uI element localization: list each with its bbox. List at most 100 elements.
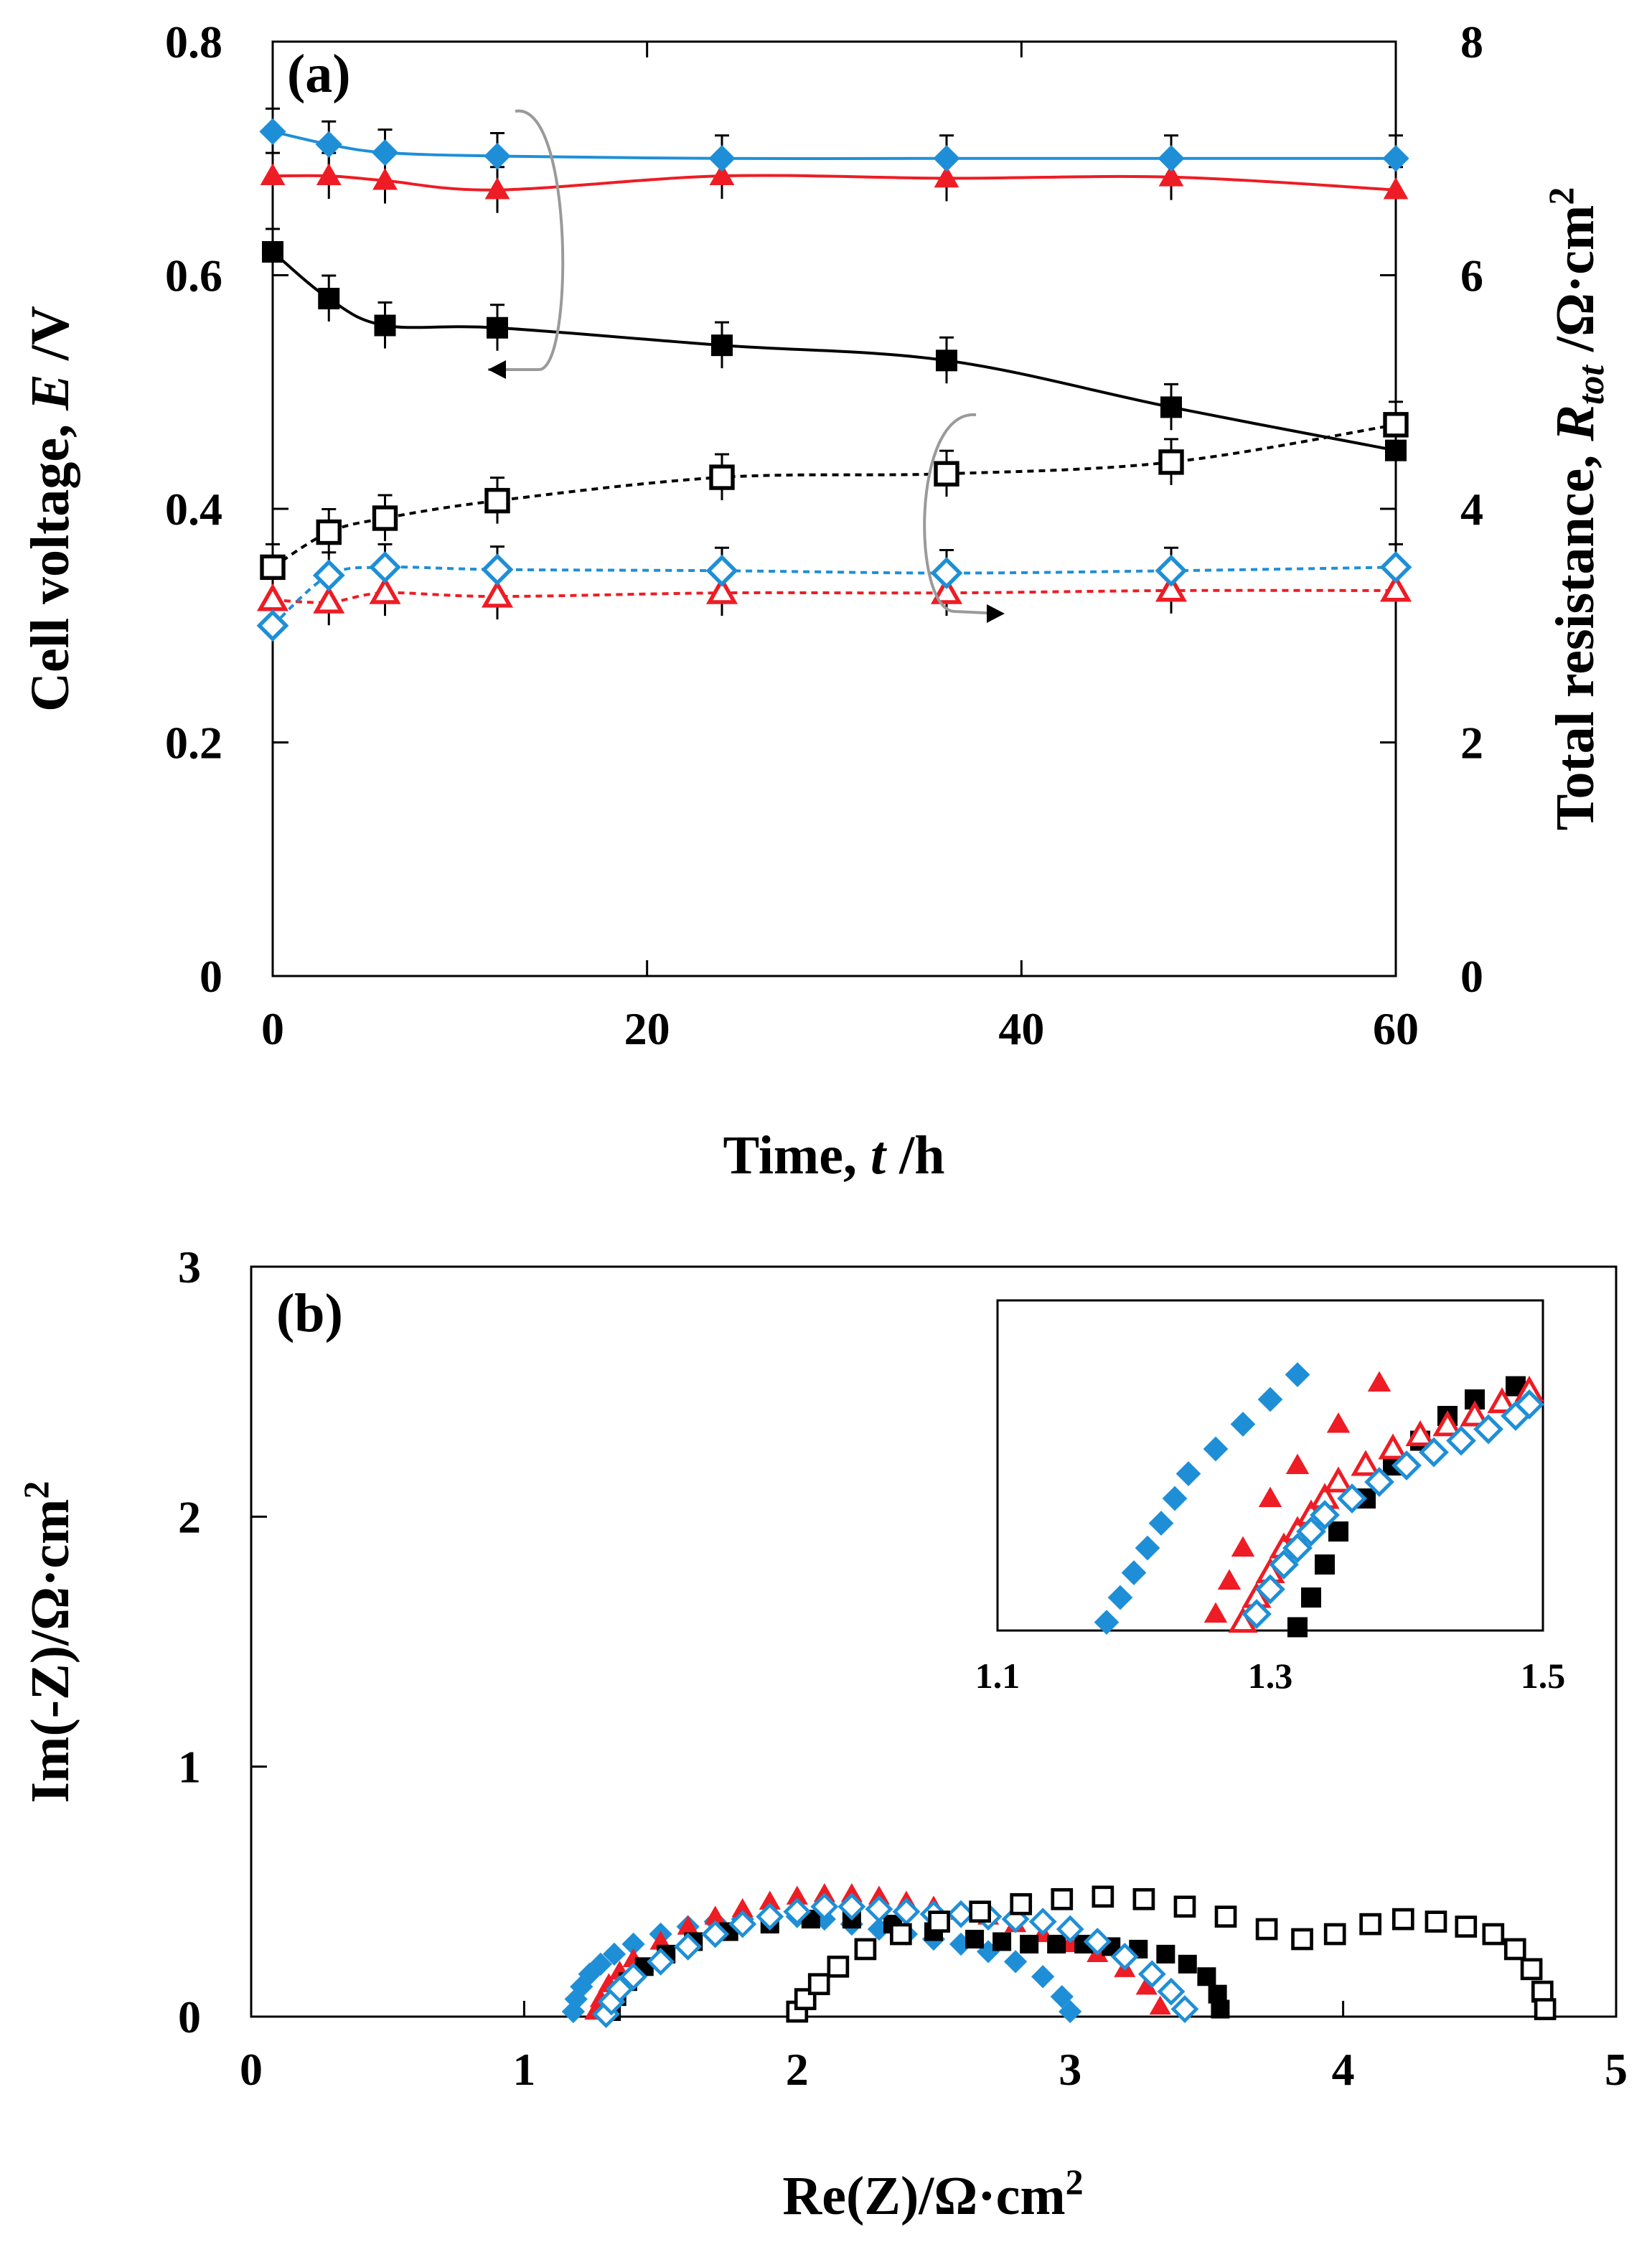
a-point [372,168,398,190]
a-y-tick-label: 0.4 [165,484,222,535]
a-y-tick-label: 0 [200,951,222,1002]
panel-a-plot-frame [271,40,1397,977]
a-x-tick-label: 20 [624,1003,670,1054]
b-point [840,1883,863,1903]
a-y2-tick-label: 8 [1460,17,1483,67]
a-x-tick-label: 60 [1373,1003,1419,1054]
inset-point [1378,1433,1408,1460]
a-point [372,505,398,531]
b-point [813,1883,835,1903]
a-point [1158,145,1185,172]
inset-point [1328,1521,1348,1542]
b-x-tick-label: 0 [240,2044,263,2095]
inset-point [1203,1602,1228,1623]
b-point [1135,1975,1158,1995]
b-point [756,1903,784,1931]
a-point [705,554,738,587]
b-point [837,1892,866,1921]
inset-point [1487,1387,1517,1414]
panel-b: 0 1 2 3 4 5 0 1 2 3 1.1 1.3 1.5 (b) Re(Z)/Ω·cm2 Im(… [16,1242,1628,2226]
inset-x-tick-label: 1.1 [975,1656,1020,1696]
panel-a-fit-curves [271,130,1397,627]
a-fit-line-1 [272,174,1397,192]
b-point [621,1932,645,1956]
inset-point [1364,1467,1394,1497]
a-point [259,118,286,145]
inset-point [1282,1533,1313,1563]
b-point [602,1942,626,1966]
inset-point [1148,1511,1174,1536]
inset-point [1351,1450,1381,1476]
b-point [728,1910,757,1938]
a-point [484,177,510,200]
b-x-tick-label: 4 [1332,2044,1355,2095]
b-point [786,1885,808,1905]
inset-point [1269,1549,1299,1580]
inset-point [1255,1574,1285,1605]
b-point [1028,1908,1057,1936]
b-point [1149,1995,1171,2015]
a-fit-line-3 [271,423,1397,569]
a-point [487,316,508,339]
b-point [731,1897,754,1918]
inset-frame [996,1299,1544,1632]
a-y2-tick-label: 0 [1460,951,1483,1002]
a-point [933,145,960,172]
b-point [807,1973,830,1996]
inset-point [1217,1569,1242,1590]
a-point [711,334,733,357]
b-point [1156,1944,1175,1964]
inset-point [1121,1560,1147,1585]
a-point [934,165,959,188]
b-x-tick-label: 2 [786,2044,809,2095]
inset-point [1315,1554,1335,1575]
b-x-tick-label: 1 [512,2044,535,2095]
inset-point [1287,1617,1308,1638]
a-point [316,519,342,545]
b-point [704,1905,726,1925]
a-x-tick-label: 40 [998,1003,1044,1054]
b-point [1083,1928,1112,1956]
a-point [1385,439,1407,461]
inset-point [1230,1412,1256,1437]
a-point [318,288,340,310]
a-fit-line-2 [272,130,1396,160]
panel-b-label: (b) [276,1283,343,1343]
a-point [1379,550,1412,583]
inset-point [1301,1587,1321,1608]
b-point [1137,1960,1166,1989]
b-point [1092,1885,1114,1908]
b-point [865,1895,893,1923]
b-point [1534,1998,1557,2020]
b-point [606,1975,634,2004]
inset-point [1094,1610,1120,1635]
panel-b-plot-frame [250,1265,1618,2018]
b-point [1291,1928,1313,1951]
b-point [949,1932,973,1956]
b-y-tick-label: 0 [178,1992,201,2042]
b-point [677,1915,699,1935]
a-x-tick-label: 0 [261,1003,284,1054]
inset-point [1162,1486,1188,1511]
b-y-tick-label: 1 [178,1742,201,1793]
a-point [1155,573,1188,602]
b-point [947,1900,975,1928]
b-point [992,1932,1012,1951]
b-point [1391,1908,1414,1931]
a-point [1379,573,1412,602]
arrow-to-left-axis [488,109,565,372]
inset-point [1285,1453,1310,1474]
a-point [934,461,959,487]
panel-b-y-axis-title: Im(-Z)/Ω·cm2 [16,1481,80,1803]
b-point [1323,1923,1346,1946]
a-point [1158,164,1184,187]
inset-point [1258,1486,1282,1507]
a-y2-tick-label: 2 [1460,718,1483,769]
b-point [1110,1942,1139,1971]
inset-point [1460,1400,1490,1427]
b-point [1059,1999,1082,2024]
b-point [1455,1915,1478,1938]
b-point [701,1920,730,1948]
inset-point [1326,1412,1351,1433]
